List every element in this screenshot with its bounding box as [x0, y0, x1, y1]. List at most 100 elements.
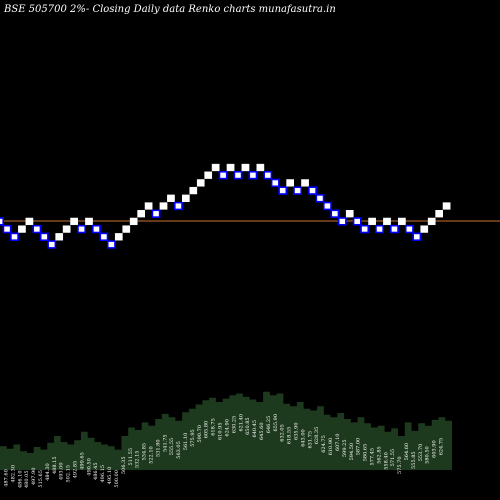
volume-label: 618.55 — [287, 427, 293, 445]
renko-brick-down — [0, 217, 4, 226]
volume-label: 495.10 — [107, 467, 113, 485]
renko-brick-down — [293, 186, 302, 195]
renko-brick-down — [174, 201, 183, 211]
volume-label: 655.90 — [273, 414, 279, 432]
volume-label: 502.15 — [66, 465, 72, 483]
volume-area — [0, 391, 452, 470]
volume-label: 621.40 — [238, 414, 244, 432]
volume-label: 492.85 — [73, 461, 79, 479]
volume-label: 486.10 — [17, 471, 23, 489]
chart-title: BSE 505700 2%- Closing Daily data Renko … — [3, 4, 336, 15]
renko-brick-up — [129, 217, 138, 226]
renko-brick-up — [18, 225, 26, 233]
renko-brick-down — [270, 178, 280, 188]
renko-brick-down — [360, 224, 370, 234]
volume-label: 532.15 — [135, 451, 141, 469]
renko-brick-up — [189, 186, 198, 195]
renko-brick-up — [211, 163, 220, 172]
volume-area-shape — [0, 391, 452, 470]
volume-label: 624.75 — [321, 435, 327, 453]
renko-brick-down — [218, 171, 228, 180]
volume-label: 594.50 — [349, 443, 355, 461]
renko-brick-up — [383, 217, 391, 226]
volume-label: 562.85 — [376, 446, 382, 464]
renko-brick-down — [375, 224, 384, 234]
renko-brick-down — [404, 224, 414, 234]
renko-brick-down — [278, 186, 288, 195]
renko-brick-down — [151, 209, 161, 218]
volume-label: 635.90 — [294, 423, 300, 441]
volume-label: 607.10 — [335, 434, 341, 452]
renko-brick-down — [92, 224, 101, 234]
volume-label: 499.65 — [79, 452, 85, 470]
renko-brick-up — [286, 179, 294, 187]
renko-brick-up — [435, 210, 443, 218]
renko-brick-down — [233, 171, 243, 180]
renko-brick-down — [390, 224, 399, 234]
volume-label: 511.55 — [128, 448, 134, 466]
volume-label: 646.25 — [266, 416, 272, 434]
volume-label: 496.15 — [100, 465, 106, 483]
renko-brick-up — [70, 217, 78, 226]
renko-bricks — [0, 163, 451, 249]
volume-label: 558.40 — [383, 452, 389, 470]
volume-label: 490.50 — [86, 458, 92, 476]
renko-brick-down — [412, 232, 422, 241]
renko-brick-up — [144, 202, 153, 210]
volume-label: 561.10 — [183, 433, 189, 451]
volume-label: 580.65 — [363, 444, 369, 462]
renko-brick-down — [330, 209, 340, 218]
renko-brick-up — [256, 163, 265, 172]
renko-brick-down — [47, 240, 57, 249]
renko-brick-down — [99, 232, 109, 241]
renko-brick-up — [122, 225, 131, 233]
volume-label: 618.75 — [211, 418, 217, 436]
volume-label: 480.05 — [24, 471, 30, 489]
volume-label: 575.95 — [190, 429, 196, 447]
volume-label: 555.85 — [411, 451, 417, 469]
renko-brick-up — [226, 163, 235, 172]
renko-brick-down — [248, 171, 258, 180]
renko-brick-up — [196, 179, 205, 187]
renko-brick-down — [352, 217, 362, 226]
volume-label: 497.90 — [31, 468, 37, 486]
renko-brick-up — [345, 210, 354, 218]
renko-brick-down — [32, 224, 42, 234]
volume-label: 630.25 — [231, 416, 237, 434]
renko-brick-up — [114, 233, 123, 241]
volume-label: 624.90 — [224, 419, 230, 437]
volume-label: 610.90 — [328, 438, 334, 456]
renko-brick-down — [39, 232, 49, 241]
renko-brick-up — [25, 217, 34, 226]
renko-brick-down — [106, 240, 116, 249]
volume-label: 534.85 — [142, 443, 148, 461]
volume-label: 555.55 — [169, 438, 175, 456]
volume-label: 631.75 — [307, 431, 313, 449]
renko-brick-up — [85, 217, 93, 226]
renko-brick-up — [137, 210, 146, 218]
volume-labels: 487.60 482.30 486.10 480.05 497.90 515.65 484.… — [3, 414, 444, 488]
volume-label: 515.65 — [38, 470, 44, 488]
renko-brick-up — [420, 225, 429, 233]
volume-label: 650.85 — [245, 417, 251, 435]
volume-label: 643.00 — [300, 429, 306, 447]
volume-label: 487.60 — [3, 469, 9, 487]
renko-brick-down — [308, 186, 317, 195]
renko-brick-up — [167, 194, 175, 202]
volume-label: 488.15 — [52, 457, 58, 475]
volume-label: 624.75 — [439, 438, 445, 456]
volume-label: 571.55 — [390, 449, 396, 467]
renko-brick-down — [322, 201, 332, 211]
volume-label: 484.30 — [45, 463, 51, 481]
renko-brick-down — [10, 232, 19, 241]
volume-label: 563.05 — [176, 441, 182, 459]
renko-brick-down — [2, 224, 12, 234]
renko-brick-up — [204, 171, 213, 179]
volume-label: 577.45 — [369, 448, 375, 466]
renko-brick-up — [368, 217, 376, 226]
renko-brick-up — [182, 194, 190, 202]
volume-label: 522.10 — [148, 446, 154, 464]
volume-label: 564.60 — [404, 443, 410, 461]
